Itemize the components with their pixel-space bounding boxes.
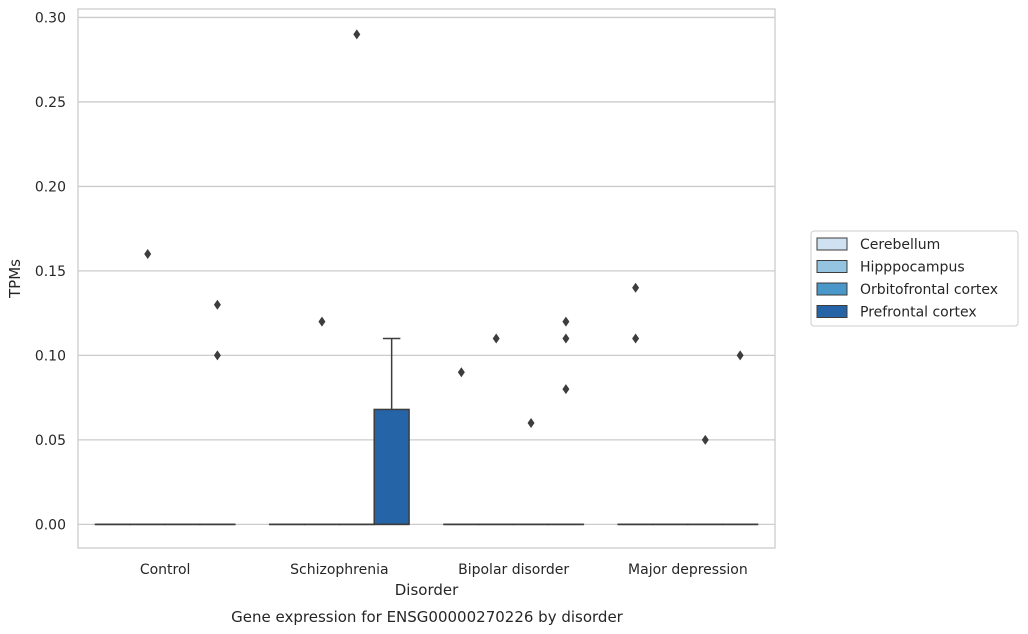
y-tick-label: 0.20 [35,179,66,195]
x-tick-label: Major depression [628,562,748,578]
x-tick-labels: Control Schizophrenia Bipolar disorder Majo… [140,562,748,578]
box [373,408,410,526]
y-tick-label: 0.05 [35,433,66,449]
y-axis-label: TPMs [6,259,24,299]
outlier-point [701,434,709,445]
outlier-point [353,29,361,40]
outlier-point [527,417,535,428]
outlier-point [632,282,640,293]
outlier-point [632,333,640,344]
outlier-point [492,333,500,344]
outlier-point [144,249,152,259]
plot-area-frame [77,8,776,549]
legend-entry-label: Hipppocampus [860,260,965,276]
y-tick-label: 0.25 [35,95,66,111]
legend: Cerebellum Hipppocampus Orbitofrontal cort… [810,230,1019,327]
legend-entry-label: Cerebellum [860,237,940,253]
legend-entry-label: Prefrontal cortex [860,305,977,321]
x-tick-label: Bipolar disorder [458,562,569,578]
outlier-point [736,350,744,361]
x-axis-label: Disorder [395,581,459,599]
x-tick-label: Schizophrenia [290,562,388,578]
outlier-point [457,367,465,378]
legend-swatch [816,260,848,273]
y-tick-label: 0.10 [35,348,66,364]
legend-swatch [816,237,848,251]
legend-swatch [816,305,848,318]
y-tick-label: 0.15 [35,264,66,280]
y-tick-label: 0.00 [35,517,66,533]
y-tick-labels: 0.00 0.05 0.10 0.15 0.20 0.25 0.30 [35,10,66,533]
legend-entry-label: Orbitofrontal cortex [860,282,998,298]
outlier-point [213,350,221,361]
y-gridlines [78,16,775,525]
x-tick-label: Control [140,562,191,578]
legend-frame [810,230,1019,327]
outlier-point [562,333,570,344]
y-tick-label: 0.30 [35,10,66,26]
box-series [94,29,759,526]
legend-swatch [816,282,848,296]
outlier-point [318,316,326,327]
outlier-point [213,299,221,310]
outlier-point [562,316,570,327]
chart-caption: Gene expression for ENSG00000270226 by d… [231,608,624,626]
outlier-point [562,384,570,395]
